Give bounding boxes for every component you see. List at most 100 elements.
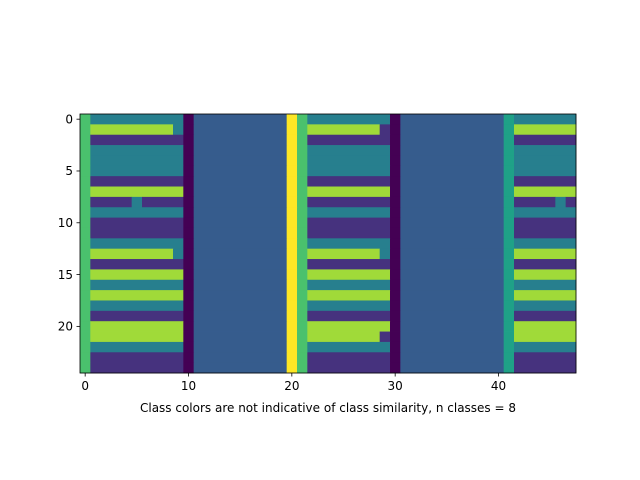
heatmap-cell [390, 279, 401, 291]
heatmap-cell [503, 145, 515, 156]
heatmap-cell [193, 248, 288, 260]
heatmap-cell [379, 331, 391, 343]
heatmap-cell [390, 207, 401, 218]
heatmap-cell [400, 341, 505, 353]
heatmap-cell [400, 238, 505, 250]
heatmap-cell [514, 279, 577, 291]
heatmap-cell [297, 321, 308, 332]
heatmap-cell [390, 259, 401, 270]
heatmap-cell [90, 321, 184, 332]
heatmap-cell [286, 176, 298, 187]
heatmap-cell [400, 290, 505, 301]
heatmap-cell [286, 279, 298, 291]
heatmap-cell [80, 145, 91, 156]
heatmap-cell [514, 124, 577, 136]
heatmap-cell [90, 269, 184, 281]
heatmap-cell [297, 290, 308, 301]
heatmap-cell [297, 207, 308, 218]
heatmap-cell [90, 341, 184, 353]
heatmap-cell [183, 352, 195, 364]
heatmap-cell [286, 362, 298, 374]
heatmap-cell [286, 300, 298, 312]
heatmap-cell [183, 362, 195, 374]
heatmap-cell [297, 124, 308, 136]
heatmap-cell [183, 300, 195, 312]
heatmap-cell [90, 300, 184, 312]
heatmap-cell [307, 165, 391, 177]
x-tick-label: 0 [81, 379, 89, 393]
heatmap-cell [565, 196, 577, 208]
heatmap-cell [503, 331, 515, 343]
heatmap-cell [307, 134, 391, 146]
heatmap-cell [514, 310, 577, 322]
x-axis-ticks: 0 10 20 30 40 [81, 373, 506, 393]
heatmap-cell [514, 207, 577, 218]
heatmap-cell [286, 290, 298, 301]
heatmap-cell [193, 310, 288, 322]
heatmap-cell [307, 310, 391, 322]
heatmap-cell [390, 290, 401, 301]
heatmap-cell [514, 321, 577, 332]
heatmap-cell [503, 165, 515, 177]
heatmap-cell [80, 217, 91, 229]
heatmap-cell [390, 310, 401, 322]
heatmap-cell [390, 196, 401, 208]
heatmap-cell [379, 248, 391, 260]
heatmap-cell [80, 124, 91, 136]
heatmap-cell [286, 186, 298, 198]
heatmap-cell [183, 341, 195, 353]
heatmap-cell [193, 176, 288, 187]
heatmap-cell [503, 248, 515, 260]
heatmap-cell [183, 227, 195, 239]
heatmap-cell [193, 290, 288, 301]
heatmap-cell [297, 165, 308, 177]
heatmap-cell [514, 134, 577, 146]
heatmap-cell [193, 279, 288, 291]
heatmap-cell [503, 207, 515, 218]
heatmap-cell [390, 331, 401, 343]
x-tick-label: 20 [284, 379, 299, 393]
heatmap-cell [297, 217, 308, 229]
heatmap-cell [514, 165, 577, 177]
heatmap-cell [193, 269, 288, 281]
heatmap-cell [514, 300, 577, 312]
heatmap-cell [503, 290, 515, 301]
heatmap-cell [307, 259, 391, 270]
heatmap-cell [90, 165, 184, 177]
heatmap-cell [183, 310, 195, 322]
heatmap-cell [307, 145, 391, 156]
heatmap-cell [90, 290, 184, 301]
heatmap-cell [90, 207, 184, 218]
heatmap-cell [503, 134, 515, 146]
heatmap-cell [307, 331, 381, 343]
heatmap-cell [173, 124, 184, 136]
heatmap-cell [80, 290, 91, 301]
heatmap-cell [193, 238, 288, 250]
heatmap-cell [514, 331, 577, 343]
heatmap-cell [307, 114, 391, 125]
heatmap-cell [80, 248, 91, 260]
heatmap-cell [286, 321, 298, 332]
heatmap-cell [390, 341, 401, 353]
heatmap-cell [514, 145, 577, 156]
heatmap-cell [307, 352, 391, 364]
heatmap-cell [80, 186, 91, 198]
heatmap-cell [90, 352, 184, 364]
y-axis-ticks: 0 5 10 15 20 [58, 112, 80, 334]
heatmap-cell [307, 362, 391, 374]
heatmap-cell [286, 238, 298, 250]
heatmap-cell [400, 269, 505, 281]
heatmap-cell [400, 321, 505, 332]
heatmap-cell [90, 227, 184, 239]
heatmap-cell [503, 259, 515, 270]
heatmap-cell [307, 176, 391, 187]
heatmap-cell [183, 290, 195, 301]
y-tick-label: 0 [65, 112, 73, 126]
heatmap-cell [390, 114, 401, 125]
heatmap-cell [297, 279, 308, 291]
heatmap-cell [90, 259, 184, 270]
heatmap-cell [400, 248, 505, 260]
heatmap-cell [514, 155, 577, 167]
heatmap-cell [297, 248, 308, 260]
heatmap-cell [307, 321, 391, 332]
